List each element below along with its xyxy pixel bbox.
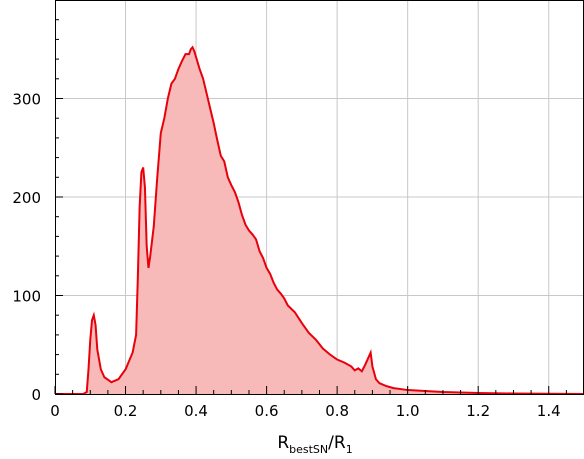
x-tick-labels: 0 0.2 0.4 0.6 0.8 1.0 1.2 1.4: [50, 402, 560, 420]
y-tick-label: 300: [12, 91, 41, 109]
x-tick-label: 0.6: [255, 402, 279, 420]
histogram-line: [55, 45, 584, 395]
y-tick-label: 0: [31, 386, 41, 404]
x-tick-label: 1.0: [396, 402, 420, 420]
y-tick-labels: 0 100 200 300: [12, 91, 41, 405]
y-tick-label: 200: [12, 189, 41, 207]
y-tick-label: 100: [12, 288, 41, 306]
x-tick-label: 1.4: [537, 402, 561, 420]
axis-ticks: [54, 19, 584, 395]
x-tick-label: 0.8: [325, 402, 349, 420]
histogram-area: [55, 47, 584, 394]
x-tick-label: 0: [50, 402, 60, 420]
x-tick-label: 0.4: [184, 402, 208, 420]
x-axis-title: RbestSN/R1: [277, 433, 352, 456]
x-tick-label: 0.2: [114, 402, 138, 420]
x-tick-label: 1.2: [466, 402, 490, 420]
grid-lines: [55, 0, 584, 394]
